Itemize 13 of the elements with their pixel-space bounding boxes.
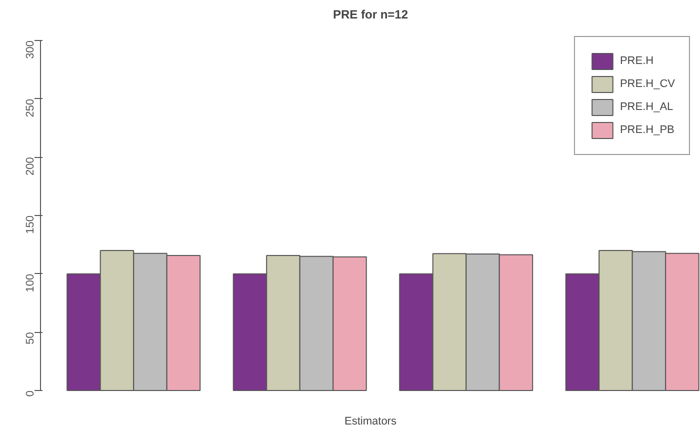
- y-tick-label: 300: [24, 40, 36, 59]
- y-tick-label: 150: [24, 215, 36, 234]
- y-tick-label: 250: [24, 98, 36, 118]
- y-tick-label: 100: [24, 274, 36, 292]
- legend-label: PRE.H_CV: [620, 78, 675, 90]
- y-tick-label: 200: [24, 157, 36, 176]
- legend-label: PRE.H_PB: [620, 124, 674, 136]
- legend-label: PRE.H_AL: [620, 101, 674, 113]
- chart-title: PRE for n=12: [332, 8, 408, 22]
- y-tick-label: 0: [24, 390, 36, 397]
- legend-label: PRE.H: [620, 55, 654, 67]
- x-axis-title: Estimators: [344, 416, 397, 428]
- y-tick-label: 50: [24, 332, 36, 344]
